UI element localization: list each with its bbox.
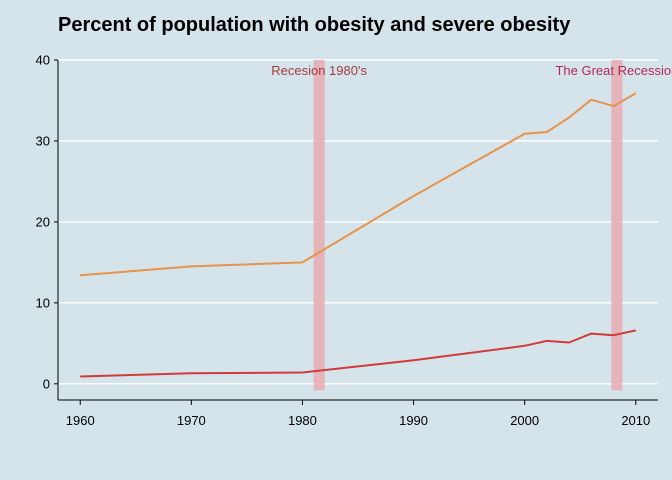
x-tick-label-2000: 2000 — [510, 413, 539, 428]
recession-label-1: Recesion 1980's — [271, 63, 367, 78]
y-tick-label-0: 0 — [43, 376, 50, 391]
recession-band-1 — [313, 60, 325, 391]
x-tick-label-1990: 1990 — [399, 413, 428, 428]
recession-label-2: The Great Recession — [555, 63, 672, 78]
y-tick-label-30: 30 — [36, 133, 50, 148]
series-line-2 — [80, 329, 637, 378]
y-tick-label-10: 10 — [36, 295, 50, 310]
chart-title: Percent of population with obesity and s… — [58, 14, 571, 36]
recession-band-2 — [611, 60, 623, 391]
series-line-1 — [80, 92, 637, 277]
y-tick-label-40: 40 — [36, 53, 50, 68]
x-tick-label-1980: 1980 — [288, 413, 317, 428]
x-tick-label-2010: 2010 — [621, 413, 650, 428]
y-tick-label-20: 20 — [36, 214, 50, 229]
x-tick-label-1970: 1970 — [177, 413, 206, 428]
x-tick-label-1960: 1960 — [66, 413, 95, 428]
